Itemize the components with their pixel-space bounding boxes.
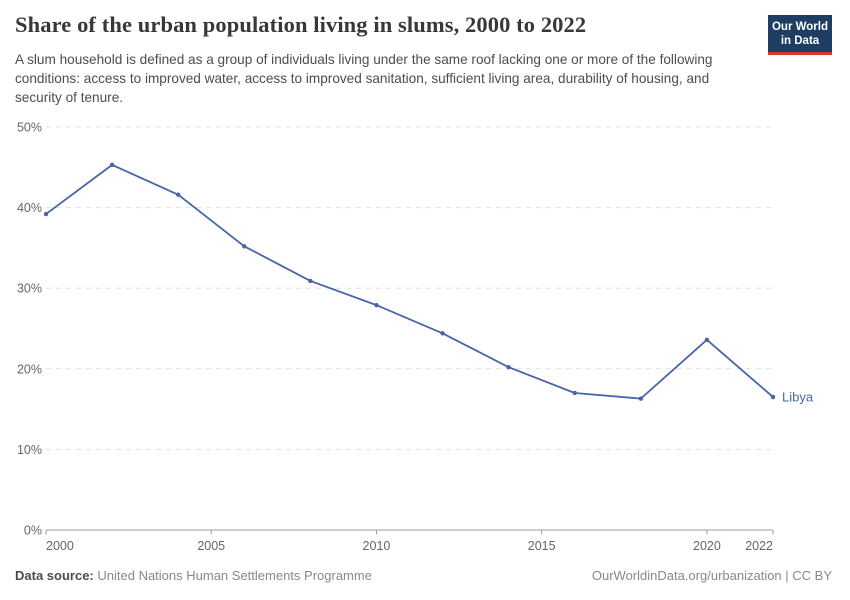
series-label-libya: Libya	[782, 390, 814, 405]
data-point-2002[interactable]	[109, 162, 115, 168]
x-axis-label-2010: 2010	[363, 539, 391, 553]
page-title: Share of the urban population living in …	[15, 12, 587, 37]
series-line-libya[interactable]	[45, 163, 774, 400]
y-axis-label-20: 20%	[17, 362, 42, 376]
data-point-2012[interactable]	[440, 331, 445, 336]
data-point-2014[interactable]	[506, 364, 511, 370]
x-axis-label-2020: 2020	[693, 539, 721, 553]
data-point-2000[interactable]	[43, 211, 49, 217]
y-axis-label-40: 40%	[17, 201, 42, 215]
owid-logo-line1: Our World	[771, 21, 828, 33]
data-point-2016[interactable]	[572, 390, 577, 396]
owid-logo-line2: in Data	[780, 35, 820, 47]
y-axis-label-30: 30%	[17, 282, 42, 296]
y-axis-label-0: 0%	[24, 524, 42, 538]
data-point-2010[interactable]	[374, 302, 379, 308]
y-axis-label-10: 10%	[17, 443, 42, 457]
x-axis-label-2015: 2015	[528, 539, 556, 553]
data-point-2008[interactable]	[308, 278, 313, 284]
data-point-2004[interactable]	[175, 192, 181, 197]
chart-subtitle: A slum household is defined as a group o…	[15, 52, 713, 105]
owid-logo[interactable]: Our World in Data	[768, 15, 832, 55]
line-chart[interactable]: 0% 10% 20% 30% 40% 50% 2000 2005 2010 2015 2020 202…	[0, 110, 850, 570]
attribution-link[interactable]: OurWorldinData.org/urbanization | CC BY	[591, 568, 832, 583]
data-point-2020[interactable]	[704, 337, 710, 342]
owid-logo-box: Our World in Data	[768, 15, 832, 52]
x-axis-label-2005: 2005	[197, 539, 225, 553]
data-source-value: United Nations Human Settlements Program…	[97, 568, 372, 583]
data-source-label: Data source:	[15, 568, 98, 583]
data-point-2022[interactable]	[770, 394, 776, 400]
x-axis-label-2022: 2022	[745, 539, 773, 553]
y-axis-label-50: 50%	[17, 121, 42, 135]
data-point-2018[interactable]	[638, 396, 644, 401]
x-axis-label-2000: 2000	[46, 539, 74, 553]
data-point-2006[interactable]	[242, 244, 247, 249]
owid-logo-red-bar	[768, 52, 832, 55]
data-source: Data source: United Nations Human Settle…	[15, 568, 372, 583]
